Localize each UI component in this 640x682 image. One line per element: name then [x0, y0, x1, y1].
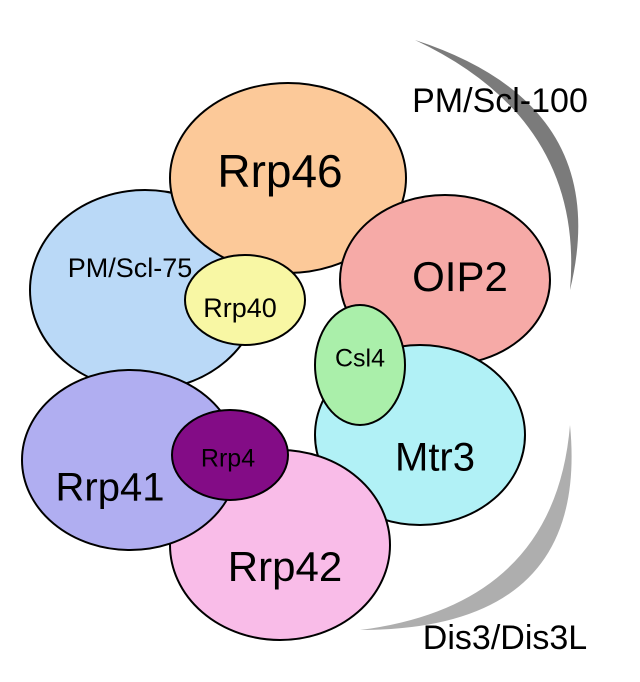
rrp42-label: Rrp42 [228, 543, 342, 590]
pmscl100-label: PM/Scl-100 [412, 82, 588, 120]
dis3-label: Dis3/Dis3L [423, 619, 587, 657]
mtr3-label: Mtr3 [395, 436, 475, 480]
exosome-diagram: PM/Scl-75 Rrp46 OIP2 Mtr3 Rrp42 Rrp41 Rrp40 Csl… [0, 0, 640, 682]
rrp41-label: Rrp41 [56, 466, 165, 510]
rrp40-label: Rrp40 [203, 293, 277, 323]
oip2-label: OIP2 [412, 253, 508, 300]
csl4-label: Csl4 [335, 345, 385, 373]
rrp4-label: Rrp4 [201, 445, 255, 473]
pmscl75-label: PM/Scl-75 [68, 253, 193, 283]
rrp46-label: Rrp46 [217, 145, 342, 197]
